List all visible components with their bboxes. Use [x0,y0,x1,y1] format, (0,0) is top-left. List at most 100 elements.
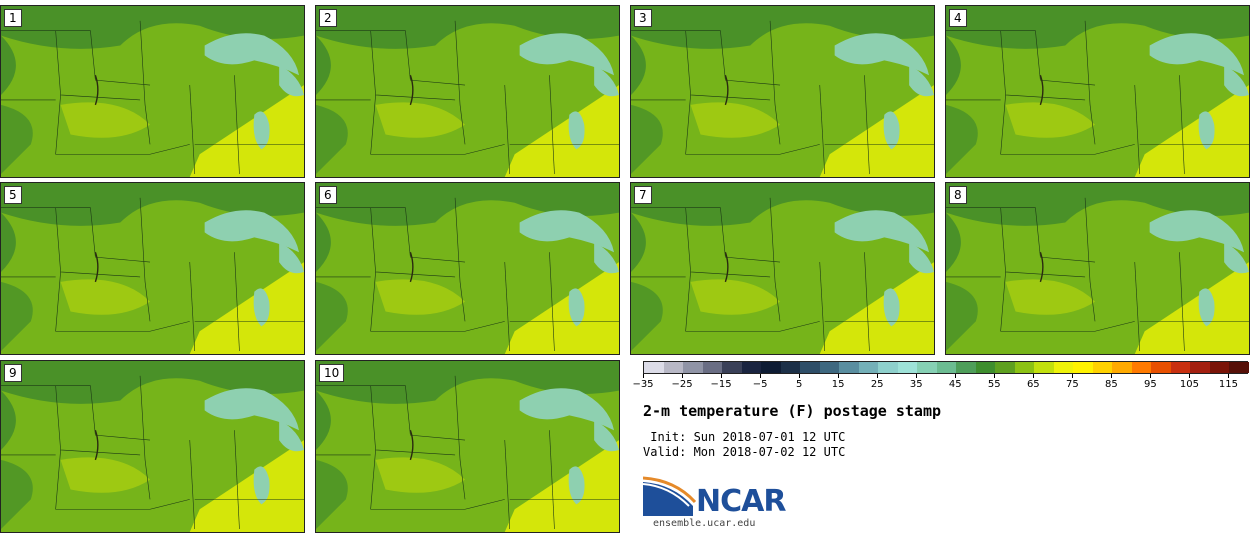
colorbar-swatch [819,362,840,373]
colorbar-swatch [1092,362,1113,373]
stamp-panel-9: 9 [0,360,305,533]
temperature-map [316,361,619,532]
colorbar-tick [1150,374,1152,378]
colorbar-tick [994,374,996,378]
colorbar-tick-label: 85 [1105,379,1118,390]
colorbar-swatch [1131,362,1152,373]
colorbar-tick-label: 25 [870,379,884,390]
colorbar-tick [1111,374,1113,378]
colorbar-swatch [644,362,665,373]
stamp-panel-5: 5 [0,182,305,355]
colorbar-swatch [1170,362,1191,373]
colorbar-tick [916,374,918,378]
init-time: Init: Sun 2018-07-01 12 UTC [643,430,846,444]
colorbar-tick [682,374,684,378]
colorbar-tick-label: 115 [1218,379,1239,390]
colorbar-tick-label: 15 [831,379,845,390]
temperature-map [1,361,304,532]
temperature-map [631,6,934,177]
valid-time: Valid: Mon 2018-07-02 12 UTC [643,445,846,459]
colorbar-tick-label: 55 [987,379,1001,390]
colorbar-swatch [663,362,684,373]
colorbar-tick [838,374,840,378]
colorbar-tick-label: −5 [752,379,768,390]
panel-number: 9 [4,364,22,382]
colorbar-swatch [780,362,801,373]
colorbar-tick [721,374,723,378]
temperature-map [316,183,619,354]
panel-number: 10 [319,364,345,382]
stamp-panel-3: 3 [630,5,935,178]
colorbar-swatch [800,362,821,373]
temperature-colorbar [643,361,1250,374]
panel-number: 2 [319,9,337,27]
colorbar-swatch [936,362,957,373]
colorbar-swatch [761,362,782,373]
colorbar-tick-label: −15 [710,379,732,390]
colorbar-tick [1033,374,1035,378]
stamp-panel-10: 10 [315,360,620,533]
temperature-map [946,6,1249,177]
colorbar-swatch [917,362,938,373]
colorbar-tick [1228,374,1230,378]
colorbar-tick-label: 45 [948,379,962,390]
stamp-panel-7: 7 [630,182,935,355]
colorbar-swatch [995,362,1016,373]
temperature-map [316,6,619,177]
panel-number: 3 [634,9,652,27]
stamp-panel-2: 2 [315,5,620,178]
colorbar-tick [955,374,957,378]
colorbar-swatch [1112,362,1133,373]
colorbar-tick-label: 95 [1144,379,1157,390]
colorbar-swatch [741,362,762,373]
panel-number: 8 [949,186,967,204]
colorbar-tick [1072,374,1074,378]
ncar-logo-icon [643,476,697,516]
panel-number: 7 [634,186,652,204]
stamp-panel-4: 4 [945,5,1250,178]
stamp-panel-6: 6 [315,182,620,355]
figure-title: 2-m temperature (F) postage stamp [643,402,942,420]
colorbar-tick-label: 5 [795,379,803,390]
stamp-panel-8: 8 [945,182,1250,355]
panel-number: 4 [949,9,967,27]
panel-number: 1 [4,9,22,27]
colorbar-swatch [1209,362,1230,373]
colorbar-tick-label: 35 [909,379,923,390]
temperature-map [1,183,304,354]
colorbar-swatch [1034,362,1055,373]
colorbar-swatch [1190,362,1211,373]
colorbar-swatch [956,362,977,373]
colorbar-swatch [897,362,918,373]
colorbar-tick [799,374,801,378]
colorbar-swatch [839,362,860,373]
colorbar-tick [877,374,879,378]
colorbar-tick [1189,374,1191,378]
colorbar-swatch [702,362,723,373]
colorbar-tick-label: 105 [1179,379,1199,390]
logo-url: ensemble.ucar.edu [653,518,756,529]
colorbar-swatch [683,362,704,373]
colorbar-swatch [1151,362,1172,373]
colorbar-swatch [1053,362,1074,373]
colorbar-swatch [1014,362,1035,373]
colorbar-swatch [1229,362,1250,373]
colorbar-swatch [858,362,879,373]
temperature-map [946,183,1249,354]
colorbar-tick [760,374,762,378]
panel-number: 5 [4,186,22,204]
colorbar-swatch [878,362,899,373]
colorbar-tick-label: 75 [1065,379,1079,390]
colorbar-swatch [1073,362,1094,373]
colorbar-tick-label: 65 [1026,379,1040,390]
colorbar-tick-label: −35 [632,379,654,390]
colorbar-swatch [975,362,996,373]
temperature-map [631,183,934,354]
colorbar-swatch [722,362,743,373]
ncar-logo-text: NCAR [696,484,786,519]
colorbar-tick [643,374,644,378]
temperature-map [1,6,304,177]
stamp-panel-1: 1 [0,5,305,178]
panel-number: 6 [319,186,337,204]
colorbar-tick-label: −25 [671,379,693,390]
